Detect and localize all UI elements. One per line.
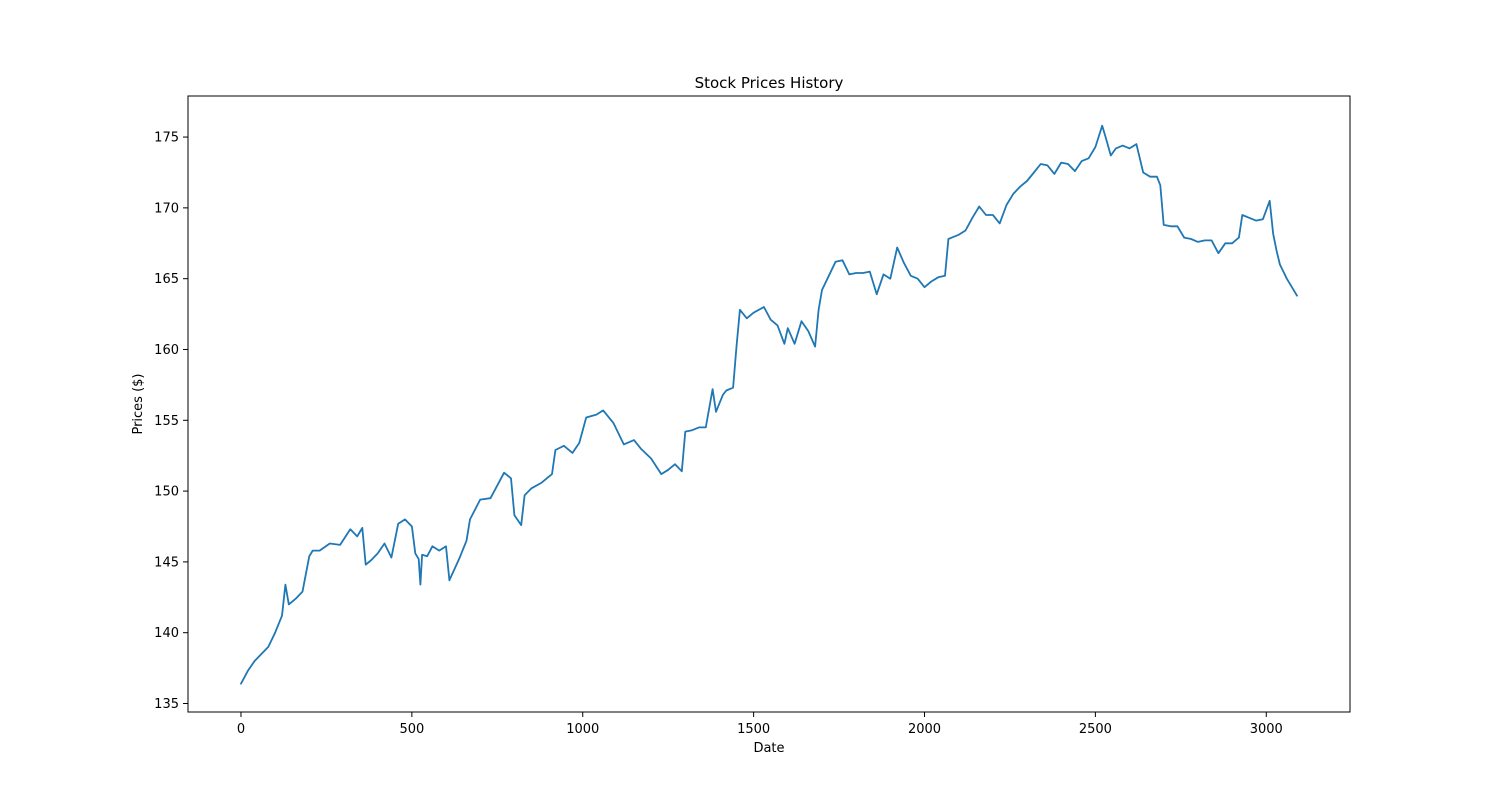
plot-frame bbox=[187, 95, 1351, 713]
y-tick-label: 160 bbox=[154, 343, 179, 358]
x-axis-label: Date bbox=[753, 741, 784, 756]
y-axis-ticks: 135 140 145 150 155 160 165 170 175 bbox=[154, 131, 188, 712]
x-tick-label: 1000 bbox=[566, 722, 599, 737]
x-axis-ticks: 0 500 1000 1500 2000 2500 3000 bbox=[237, 712, 1283, 737]
y-tick-label: 175 bbox=[154, 131, 179, 146]
x-tick-label: 3000 bbox=[1250, 722, 1283, 737]
y-axis-label: Prices ($) bbox=[131, 373, 146, 434]
x-tick-label: 2500 bbox=[1079, 722, 1112, 737]
y-tick-label: 140 bbox=[154, 626, 179, 641]
y-tick-label: 150 bbox=[154, 485, 179, 500]
x-tick-label: 2000 bbox=[908, 722, 941, 737]
y-tick-label: 155 bbox=[154, 414, 179, 429]
price-series-line bbox=[240, 124, 1298, 685]
x-tick-label: 0 bbox=[237, 722, 245, 737]
x-tick-label: 1500 bbox=[737, 722, 770, 737]
chart-title: Stock Prices History bbox=[695, 74, 844, 92]
y-tick-label: 165 bbox=[154, 272, 179, 287]
y-tick-label: 145 bbox=[154, 555, 179, 570]
y-tick-label: 170 bbox=[154, 201, 179, 216]
y-tick-label: 135 bbox=[154, 697, 179, 712]
x-tick-label: 500 bbox=[399, 722, 424, 737]
plot-lines bbox=[240, 124, 1298, 685]
